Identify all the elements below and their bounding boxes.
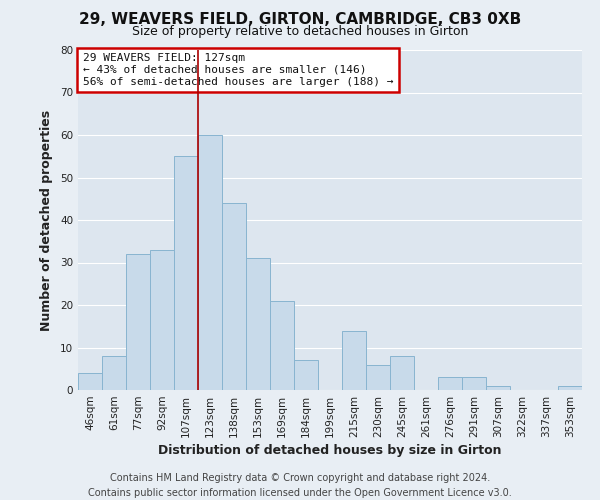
Bar [222, 203, 246, 390]
Bar [246, 258, 270, 390]
Text: 29, WEAVERS FIELD, GIRTON, CAMBRIDGE, CB3 0XB: 29, WEAVERS FIELD, GIRTON, CAMBRIDGE, CB… [79, 12, 521, 28]
X-axis label: Distribution of detached houses by size in Girton: Distribution of detached houses by size … [158, 444, 502, 457]
Bar [438, 378, 462, 390]
Bar [486, 386, 510, 390]
Bar [294, 360, 318, 390]
Bar [102, 356, 126, 390]
Bar [462, 378, 486, 390]
Bar [78, 373, 102, 390]
Bar [558, 386, 582, 390]
Bar [342, 330, 366, 390]
Bar [126, 254, 150, 390]
Text: Size of property relative to detached houses in Girton: Size of property relative to detached ho… [132, 25, 468, 38]
Bar [270, 300, 294, 390]
Bar [390, 356, 414, 390]
Bar [198, 135, 222, 390]
Bar [366, 364, 390, 390]
Text: Contains HM Land Registry data © Crown copyright and database right 2024.
Contai: Contains HM Land Registry data © Crown c… [88, 472, 512, 498]
Text: 29 WEAVERS FIELD: 127sqm
← 43% of detached houses are smaller (146)
56% of semi-: 29 WEAVERS FIELD: 127sqm ← 43% of detach… [83, 54, 394, 86]
Bar [174, 156, 198, 390]
Bar [150, 250, 174, 390]
Y-axis label: Number of detached properties: Number of detached properties [40, 110, 53, 330]
